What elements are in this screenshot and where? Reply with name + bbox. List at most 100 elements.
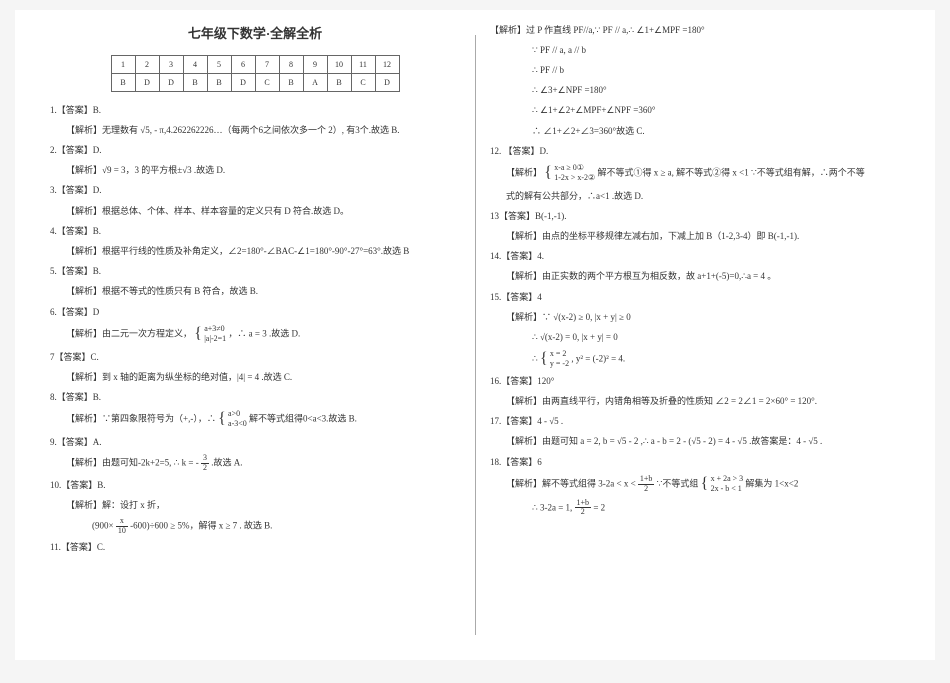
q4-answer: 4.【答案】B. [50, 223, 460, 239]
header-cell: 7 [255, 55, 279, 73]
q15-cases: x = 2 y = -2 [550, 349, 569, 370]
case-top: a>0 [228, 409, 247, 419]
answer-cell: B [207, 73, 231, 91]
answer-cell: D [375, 73, 399, 91]
q8-explain-post: 解不等式组得0<a<3.故选 B. [249, 414, 357, 424]
answer-cell: B [279, 73, 303, 91]
fraction: 3 2 [201, 454, 209, 473]
answer-table-header-row: 1 2 3 4 5 6 7 8 9 10 11 12 [111, 55, 399, 73]
q16-explain: 【解析】由两直线平行，内错角相等及折叠的性质知 ∠2 = 2∠1 = 2×60°… [490, 393, 900, 409]
q6-cases: a+3≠0 |a|-2=1 [204, 324, 226, 345]
answer-cell: C [351, 73, 375, 91]
q12-cases: x-a ≥ 0① 1-2x > x-2② [554, 163, 595, 184]
case-bot: |a|-2=1 [204, 334, 226, 344]
q6-explain-post: ，∴ a = 3 .故选 D. [228, 328, 300, 338]
q4-explain: 【解析】根据平行线的性质及补角定义，∠2=180°-∠BAC-∠1=180°-9… [50, 243, 460, 259]
q10-line1: 【解析】解：设打 x 折， [50, 497, 460, 513]
q10-line2-pre: (900× [92, 520, 114, 530]
case-bot: a-3<0 [228, 419, 247, 429]
q13-explain: 【解析】由点的坐标平移规律左减右加，下减上加 B（1-2,3-4）即 B(-1,… [490, 228, 900, 244]
q18-line1-post: 解集为 1<x<2 [745, 478, 798, 488]
denominator: 10 [116, 527, 128, 536]
q11-line4: ∴ ∠3+∠NPF =180° [490, 82, 900, 99]
document-title: 七年级下数学·全解全析 [50, 22, 460, 47]
answer-cell: D [135, 73, 159, 91]
header-cell: 5 [207, 55, 231, 73]
q18-line1-mid: ∵不等式组 [657, 478, 699, 488]
q18-answer: 18.【答案】6 [490, 454, 900, 470]
q10-line2: (900× x 10 -600)÷600 ≥ 5%，解得 x ≥ 7 . 故选 … [50, 517, 460, 536]
q6-explain-pre: 【解析】由二元一次方程定义， [66, 328, 192, 338]
q1-explain: 【解析】无理数有 √5, - π,4.262262226…（每两个6之间依次多一… [50, 122, 460, 138]
fraction: 1+b 2 [638, 475, 655, 494]
q11-line6: ∴ ∠1+∠2+∠3=360°故选 C. [490, 123, 900, 140]
q8-explain: 【解析】∵第四象限符号为（+,-），∴ { a>0 a-3<0 解不等式组得0<… [50, 409, 460, 430]
brace-icon: { [218, 413, 226, 426]
header-cell: 6 [231, 55, 255, 73]
q14-answer: 14.【答案】4. [490, 248, 900, 264]
q17-explain: 【解析】由题可知 a = 2, b = √5 - 2 ,∴ a - b = 2 … [490, 433, 900, 449]
q12-answer: 12. 【答案】D. [490, 143, 900, 159]
case-top: x-a ≥ 0① [554, 163, 595, 173]
q11-answer: 11.【答案】C. [50, 539, 460, 555]
q1-answer: 1.【答案】B. [50, 102, 460, 118]
header-cell: 12 [375, 55, 399, 73]
header-cell: 2 [135, 55, 159, 73]
q15-line2: ∴ √(x-2) = 0, |x + y| = 0 [490, 329, 900, 346]
q8-explain-pre: 【解析】∵第四象限符号为（+,-），∴ [66, 414, 216, 424]
q5-explain: 【解析】根据不等式的性质只有 B 符合，故选 B. [50, 283, 460, 299]
q3-explain: 【解析】根据总体、个体、样本、样本容量的定义只有 D 符合.故选 D。 [50, 203, 460, 219]
q6-explain: 【解析】由二元一次方程定义， { a+3≠0 |a|-2=1 ，∴ a = 3 … [50, 324, 460, 345]
brace-icon: { [540, 353, 548, 366]
q5-answer: 5.【答案】B. [50, 263, 460, 279]
q6-answer: 6.【答案】D [50, 304, 460, 320]
q11-explain-line1: 【解析】过 P 作直线 PF//a,∵ PF // a,∴ ∠1+∠MPF =1… [490, 22, 900, 38]
q17-answer: 17.【答案】4 - √5 . [490, 413, 900, 429]
header-cell: 4 [183, 55, 207, 73]
q8-answer: 8.【答案】B. [50, 389, 460, 405]
case-top: x = 2 [550, 349, 569, 359]
header-cell: 1 [111, 55, 135, 73]
case-top: x + 2a > 3 [711, 474, 744, 484]
q9-answer: 9.【答案】A. [50, 434, 460, 450]
answer-cell: B [183, 73, 207, 91]
denominator: 2 [638, 485, 655, 494]
q18-line1: 【解析】解不等式组得 3-2a < x < 1+b 2 ∵不等式组 { x + … [490, 474, 900, 495]
q7-answer: 7【答案】C. [50, 349, 460, 365]
header-cell: 8 [279, 55, 303, 73]
answer-cell: B [111, 73, 135, 91]
left-column: 七年级下数学·全解全析 1 2 3 4 5 6 7 8 9 10 11 12 B… [35, 22, 475, 648]
header-cell: 11 [351, 55, 375, 73]
q18-line2-post: = 2 [593, 502, 605, 512]
case-bot: 2x - b < 1 [711, 484, 744, 494]
denominator: 2 [575, 508, 592, 517]
answer-table-answer-row: B D D B B D C B A B C D [111, 73, 399, 91]
q15-line3-post: , y² = (-2)² = 4. [571, 353, 625, 363]
header-cell: 3 [159, 55, 183, 73]
q12-explain-pre: 【解析】 [506, 167, 542, 177]
answer-cell: A [303, 73, 327, 91]
q2-explain: 【解析】√9 = 3，3 的平方根±√3 .故选 D. [50, 162, 460, 178]
answer-cell: D [159, 73, 183, 91]
brace-icon: { [194, 328, 202, 341]
answer-table: 1 2 3 4 5 6 7 8 9 10 11 12 B D D B B D C [111, 55, 400, 92]
q7-explain: 【解析】到 x 轴的距离为纵坐标的绝对值，|4| = 4 .故选 C. [50, 369, 460, 385]
header-cell: 10 [327, 55, 351, 73]
case-bot: y = -2 [550, 359, 569, 369]
fraction: 1+b 2 [575, 499, 592, 518]
q9-explain: 【解析】由题可知-2k+2=5, ∴ k = - 3 2 .故选 A. [50, 454, 460, 473]
q12-explain-mid: 解不等式①得 x ≥ a, 解不等式②得 x <1 ∵不等式组有解，∴两个不等 [597, 167, 864, 177]
right-column: 【解析】过 P 作直线 PF//a,∵ PF // a,∴ ∠1+∠MPF =1… [475, 22, 915, 648]
case-top: a+3≠0 [204, 324, 226, 334]
fraction: x 10 [116, 517, 128, 536]
q11-line2: ∵ PF // a, a // b [490, 42, 900, 59]
q14-explain: 【解析】由正实数的两个平方根互为相反数，故 a+1+(-5)=0,∴a = 4 … [490, 268, 900, 284]
q15-line1: 【解析】∵ √(x-2) ≥ 0, |x + y| ≥ 0 [490, 309, 900, 325]
q10-answer: 10.【答案】B. [50, 477, 460, 493]
q10-line2-post: -600)÷600 ≥ 5%，解得 x ≥ 7 . 故选 B. [130, 520, 272, 530]
q16-answer: 16.【答案】120° [490, 373, 900, 389]
q18-line2: ∴ 3-2a = 1, 1+b 2 = 2 [490, 499, 900, 518]
q15-line3-pre: ∴ [532, 353, 538, 363]
case-bot: 1-2x > x-2② [554, 173, 595, 183]
q9-explain-post: .故选 A. [211, 457, 242, 467]
